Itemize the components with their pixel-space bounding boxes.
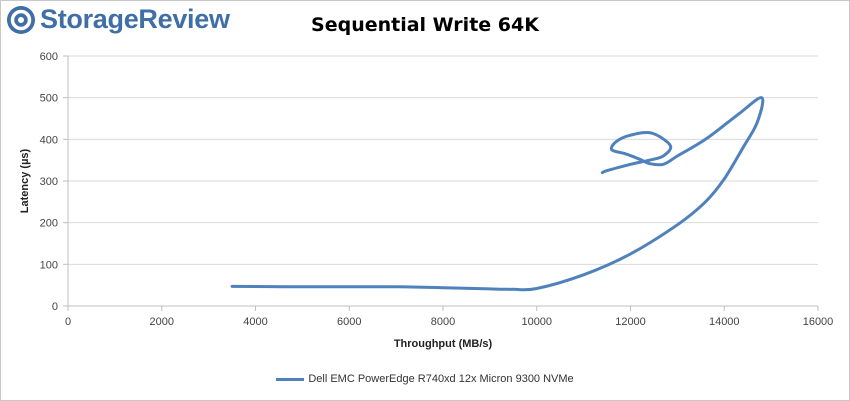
storagereview-logo-icon xyxy=(7,5,35,34)
x-tick-label: 12000 xyxy=(615,316,646,328)
x-axis-title: Throughput (MB/s) xyxy=(393,338,493,350)
y-axis-title: Latency (µs) xyxy=(19,148,31,214)
x-tick-label: 8000 xyxy=(431,316,455,328)
y-tick-label: 0 xyxy=(52,301,58,313)
x-tick-label: 0 xyxy=(65,316,71,328)
x-tick-label: 16000 xyxy=(803,316,834,328)
chart-title: Sequential Write 64K xyxy=(311,14,539,36)
legend-swatch xyxy=(276,377,305,381)
legend-label: Dell EMC PowerEdge R740xd 12x Micron 930… xyxy=(308,373,574,385)
y-tick-label: 100 xyxy=(40,259,58,271)
x-tick-label: 2000 xyxy=(150,316,174,328)
x-tick-label: 14000 xyxy=(709,316,740,328)
y-tick-label: 300 xyxy=(40,176,58,188)
series-line xyxy=(230,96,765,292)
legend: Dell EMC PowerEdge R740xd 12x Micron 930… xyxy=(0,373,850,385)
brand-name: StorageReview xyxy=(40,4,230,34)
y-tick-label: 600 xyxy=(40,51,58,63)
x-tick-label: 4000 xyxy=(243,316,267,328)
x-tick-label: 10000 xyxy=(521,316,552,328)
x-tick-label: 6000 xyxy=(337,316,361,328)
y-tick-label: 200 xyxy=(40,218,58,230)
storagereview-logo: StorageReview xyxy=(6,4,230,35)
y-tick-label: 400 xyxy=(40,134,58,146)
y-tick-label: 500 xyxy=(40,93,58,105)
